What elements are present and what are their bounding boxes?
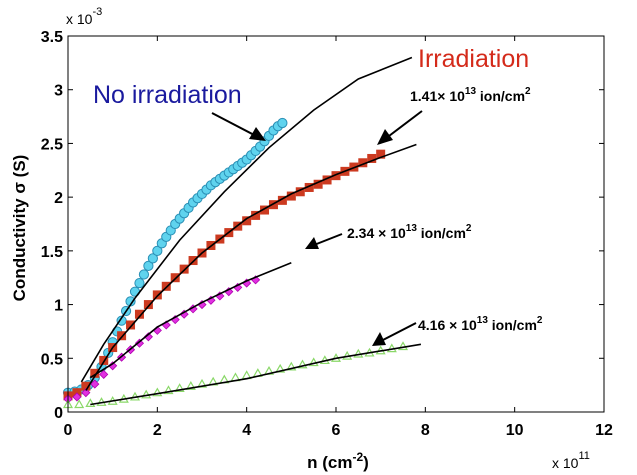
data-point-dose-1 <box>376 149 386 159</box>
y-tick-label: 2 <box>54 190 63 207</box>
axis-ticks: 0 2 4 6 8 10 12 0 0.5 1 1.5 2 2.5 3 3.5 <box>41 29 613 439</box>
data-point-dose-1 <box>331 171 341 181</box>
data-point-dose-3 <box>275 363 286 373</box>
annotation-irradiation: Irradiation <box>418 45 529 73</box>
data-point-dose-3 <box>286 361 297 371</box>
data-point-dose-3 <box>74 399 85 409</box>
data-point-no-irradiation <box>277 117 288 129</box>
x-tick-label: 12 <box>595 422 613 439</box>
y-tick-label: 0.5 <box>41 351 63 368</box>
x-tick-label: 10 <box>506 422 524 439</box>
data-point-dose-1 <box>295 187 305 197</box>
data-point-dose-1 <box>126 320 136 330</box>
data-point-dose-3 <box>152 387 163 397</box>
annotation-dose-1: 1.41× 1013 ion/cm2 <box>410 86 531 104</box>
y-tick-label: 1 <box>54 298 63 315</box>
data-point-no-irradiation <box>143 260 154 271</box>
fit-line-4 <box>90 343 422 406</box>
y-tick-label: 3.5 <box>41 29 63 46</box>
x-tick-label: 8 <box>421 422 430 439</box>
y-axis-exponent: x 10-3 <box>66 6 102 27</box>
data-point-dose-1 <box>367 153 377 163</box>
x-tick-label: 0 <box>64 422 73 439</box>
y-tick-label: 1.5 <box>41 244 63 261</box>
arrow-dose-1 <box>377 110 423 145</box>
fit-line-2 <box>85 143 417 391</box>
data-point-dose-2 <box>99 369 109 379</box>
data-point-dose-1 <box>242 216 252 226</box>
data-point-dose-1 <box>277 195 287 205</box>
x-tick-label: 4 <box>242 422 251 439</box>
data-point-dose-3 <box>397 341 409 351</box>
data-point-dose-3 <box>196 378 208 388</box>
data-point-dose-1 <box>117 331 127 341</box>
data-point-dose-3 <box>297 359 308 369</box>
data-point-dose-1 <box>81 381 91 391</box>
x-axis-title: n (cm-2) <box>307 450 369 472</box>
data-point-dose-3 <box>308 357 319 367</box>
annotation-dose-3: 4.16 × 1013 ion/cm2 <box>418 315 543 333</box>
arrow-no-irradiation <box>211 112 266 141</box>
data-point-dose-1 <box>90 368 100 378</box>
arrow-dose-3 <box>372 322 417 346</box>
data-point-no-irradiation <box>138 269 150 280</box>
data-point-dose-1 <box>358 158 368 168</box>
annotation-dose-2: 2.34 × 1013 ion/cm2 <box>347 223 472 241</box>
y-tick-label: 0 <box>54 405 63 422</box>
data-point-dose-1 <box>260 205 270 215</box>
data-point-dose-2 <box>72 392 82 402</box>
data-point-dose-1 <box>313 179 323 189</box>
data-point-dose-2 <box>143 332 153 342</box>
annotation-no-irradiation: No irradiation <box>93 81 242 109</box>
data-point-dose-3 <box>141 389 152 399</box>
data-point-dose-1 <box>143 300 153 310</box>
data-point-dose-1 <box>251 210 261 220</box>
fit-line-3 <box>89 261 292 379</box>
data-point-no-irradiation <box>147 253 158 264</box>
x-tick-label: 2 <box>153 422 162 439</box>
data-marks <box>62 56 422 409</box>
x-axis-exponent: x 1011 <box>552 450 590 471</box>
data-point-no-irradiation <box>134 277 145 289</box>
data-point-dose-3 <box>85 398 96 408</box>
fit-line-1 <box>80 56 413 383</box>
data-point-dose-2 <box>134 338 145 348</box>
data-point-dose-3 <box>174 383 185 392</box>
data-point-dose-1 <box>134 309 144 319</box>
data-point-dose-2 <box>90 379 100 389</box>
y-tick-label: 3 <box>54 83 63 100</box>
data-point-dose-2 <box>81 388 91 398</box>
y-tick-label: 2.5 <box>41 136 63 153</box>
data-point-dose-3 <box>185 381 196 390</box>
data-point-no-irradiation <box>152 245 163 256</box>
y-axis-title: Conductivity σ (S) <box>10 155 29 302</box>
data-point-dose-1 <box>322 175 332 185</box>
data-point-dose-1 <box>286 191 296 201</box>
data-point-dose-3 <box>163 385 174 395</box>
arrow-dose-2 <box>305 233 343 249</box>
x-tick-label: 6 <box>332 422 341 439</box>
data-point-dose-1 <box>304 182 314 192</box>
